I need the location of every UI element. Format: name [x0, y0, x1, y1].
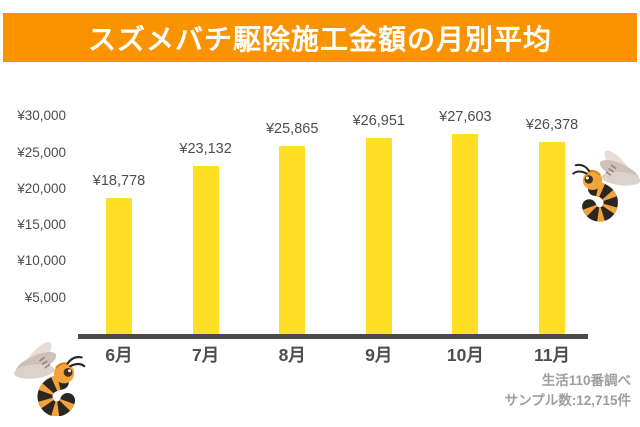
- wasp-head: [572, 163, 603, 190]
- wasp-wings: [600, 150, 640, 186]
- y-axis-tick-label: ¥10,000: [17, 253, 66, 269]
- source-text: 生活110番調べ: [541, 373, 631, 388]
- bar-value-label: ¥18,778: [92, 173, 146, 189]
- y-axis-tick-label: ¥25,000: [17, 144, 66, 160]
- wasp-body: [582, 181, 618, 222]
- x-axis-category-label: 9月: [365, 345, 393, 365]
- bar-value-label: ¥23,132: [179, 141, 232, 157]
- bar-value-label: ¥27,603: [439, 109, 492, 125]
- wasp-head: [53, 356, 86, 384]
- x-axis-category-label: 11月: [534, 345, 570, 365]
- bar-9月: [365, 138, 392, 334]
- page-title: スズメバチ駆除施工金額の月別平均: [87, 23, 552, 55]
- bar-7月: [192, 166, 219, 334]
- header-banner: スズメバチ駆除施工金額の月別平均: [3, 13, 637, 62]
- bar-8月: [279, 146, 306, 334]
- bar-6月: [106, 198, 132, 334]
- x-axis-category-label: 10月: [446, 345, 484, 365]
- sample-size-text: サンプル数:12,715件: [504, 393, 631, 408]
- wasp-icon: [14, 342, 86, 416]
- y-axis-tick-label: ¥30,000: [17, 108, 66, 124]
- x-axis-category-label: 8月: [278, 345, 306, 365]
- source-note: 生活110番調べ サンプル数:12,715件: [505, 371, 631, 411]
- x-axis-line: [78, 334, 588, 339]
- bar-value-label: ¥26,951: [352, 113, 405, 129]
- bar-11月: [539, 142, 565, 334]
- y-axis-tick-label: ¥15,000: [17, 217, 66, 233]
- wasp-wings: [14, 342, 57, 379]
- x-axis-category-label: 7月: [191, 345, 220, 365]
- bar-value-label: ¥26,378: [525, 117, 579, 133]
- y-axis-tick-label: ¥5,000: [24, 289, 66, 305]
- wasp-body: [37, 374, 76, 416]
- bar-10月: [452, 134, 479, 334]
- wasp-icon: [572, 150, 640, 222]
- y-axis-tick-label: ¥20,000: [17, 180, 66, 196]
- bar-value-label: ¥25,865: [265, 121, 319, 137]
- x-axis-category-label: 6月: [105, 345, 133, 365]
